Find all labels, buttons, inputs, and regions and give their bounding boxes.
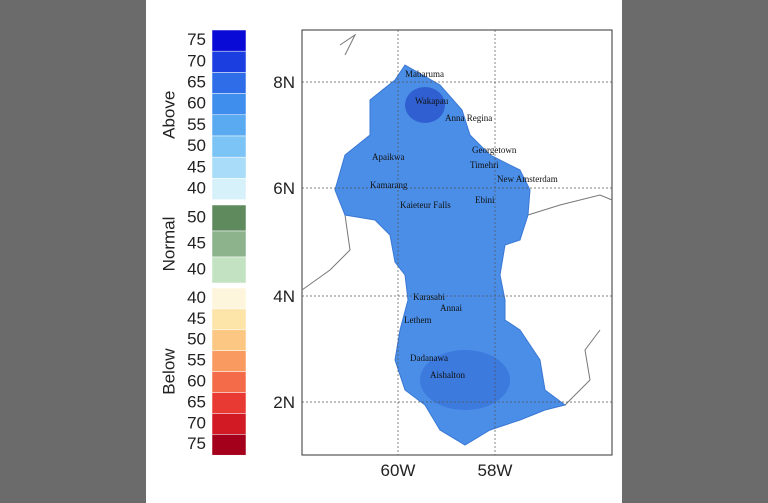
region-shade bbox=[420, 350, 510, 410]
legend-swatch bbox=[211, 204, 247, 232]
place-label: Lethem bbox=[404, 315, 432, 325]
legend-swatch bbox=[211, 371, 247, 393]
legend-swatch bbox=[211, 329, 247, 351]
legend-label: 50 bbox=[187, 136, 206, 155]
place-label: Anna Regina bbox=[445, 113, 492, 123]
legend-label: 70 bbox=[187, 51, 206, 70]
legend-label: 60 bbox=[187, 372, 206, 391]
border bbox=[301, 214, 351, 291]
legend-label: 75 bbox=[187, 30, 206, 49]
map: 8N 6N 4N 2N 60W 58W Mabaruma Wakapau Anna Regin… bbox=[273, 29, 613, 480]
legend-swatch bbox=[211, 350, 247, 372]
legend-swatch bbox=[211, 178, 247, 200]
legend-group-title: Normal bbox=[159, 217, 178, 272]
legend-label: 50 bbox=[187, 330, 206, 349]
legend-swatch bbox=[211, 50, 247, 73]
legend-swatch bbox=[211, 287, 247, 310]
place-label: New Amsterdam bbox=[497, 174, 558, 184]
legend: 7570656055504540Above504540Normal4045505… bbox=[159, 29, 247, 456]
legend-label: 75 bbox=[187, 434, 206, 453]
legend-label: 65 bbox=[187, 392, 206, 411]
legend-swatch bbox=[211, 114, 247, 137]
legend-label: 40 bbox=[187, 259, 206, 278]
lat-label: 8N bbox=[273, 73, 295, 92]
legend-label: 45 bbox=[187, 157, 206, 176]
region-shade bbox=[405, 87, 445, 123]
lat-label: 6N bbox=[273, 179, 295, 198]
legend-label: 60 bbox=[187, 94, 206, 113]
place-label: Wakapau bbox=[415, 96, 449, 106]
legend-swatch bbox=[211, 392, 247, 414]
legend-label: 45 bbox=[187, 233, 206, 252]
legend-label: 70 bbox=[187, 413, 206, 432]
place-label: Mabaruma bbox=[405, 69, 444, 79]
lat-label: 4N bbox=[273, 287, 295, 306]
legend-swatch bbox=[211, 434, 247, 456]
legend-label: 65 bbox=[187, 72, 206, 91]
legend-swatch bbox=[211, 29, 247, 52]
legend-swatch bbox=[211, 308, 247, 331]
legend-label: 55 bbox=[187, 115, 206, 134]
legend-label: 40 bbox=[187, 288, 206, 307]
place-label: Karasabi bbox=[413, 292, 445, 302]
place-label: Apaikwa bbox=[372, 152, 405, 162]
lon-label: 60W bbox=[381, 461, 416, 480]
country-shape bbox=[334, 64, 567, 446]
legend-swatch bbox=[211, 135, 247, 158]
place-label: Dadanawa bbox=[410, 353, 448, 363]
grid: 8N 6N 4N 2N 60W 58W bbox=[273, 30, 612, 480]
place-label: Kaieteur Falls bbox=[400, 200, 451, 210]
legend-label: 40 bbox=[187, 178, 206, 197]
lon-label: 58W bbox=[478, 461, 513, 480]
legend-swatch bbox=[211, 93, 247, 116]
legend-swatch bbox=[211, 72, 247, 94]
place-label: Ebini bbox=[475, 195, 495, 205]
place-label: Aishalton bbox=[430, 370, 465, 380]
places: Mabaruma Wakapau Anna Regina Georgetown Time… bbox=[370, 69, 558, 380]
legend-label: 45 bbox=[187, 309, 206, 328]
lat-label: 2N bbox=[273, 393, 295, 412]
place-label: Annai bbox=[440, 303, 462, 313]
legend-swatch bbox=[211, 256, 247, 284]
legend-label: 55 bbox=[187, 351, 206, 370]
legend-swatch bbox=[211, 156, 247, 179]
legend-group-title: Above bbox=[159, 91, 178, 139]
legend-label: 50 bbox=[187, 207, 206, 226]
coast bbox=[339, 33, 357, 56]
place-label: Timehri bbox=[470, 160, 499, 170]
place-label: Georgetown bbox=[472, 145, 517, 155]
side-bar bbox=[0, 0, 146, 503]
border bbox=[527, 194, 613, 216]
side-bar bbox=[622, 0, 768, 503]
border bbox=[564, 329, 601, 406]
place-label: Kamarang bbox=[370, 180, 408, 190]
legend-group-title: Below bbox=[159, 348, 178, 395]
legend-swatch bbox=[211, 413, 247, 435]
legend-swatch bbox=[211, 230, 247, 258]
